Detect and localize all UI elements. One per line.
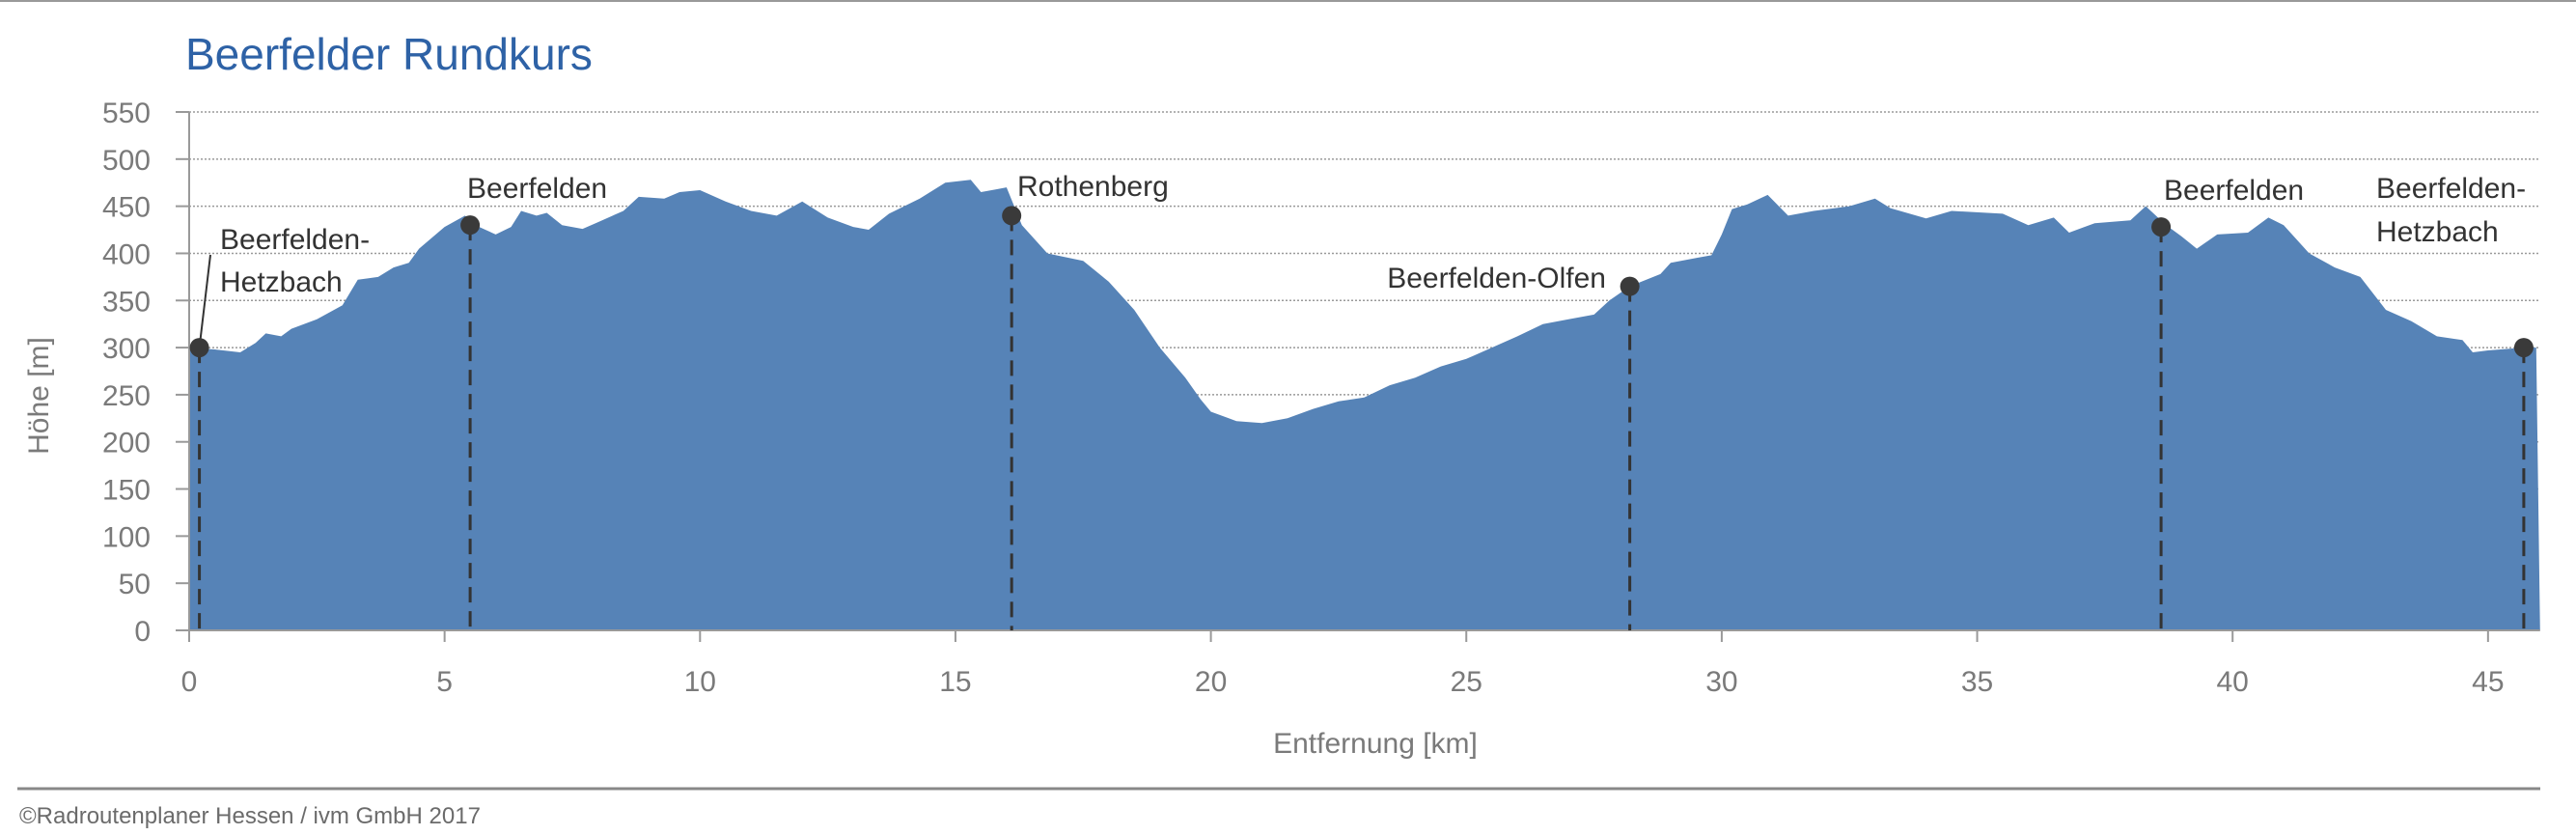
x-tick-label: 10 bbox=[684, 666, 716, 698]
y-tick-label: 150 bbox=[102, 475, 151, 507]
marker-label: Hetzbach bbox=[2376, 216, 2499, 248]
y-tick-label: 0 bbox=[134, 616, 151, 648]
y-tick-label: 50 bbox=[119, 569, 151, 600]
marker-label: Hetzbach bbox=[220, 266, 343, 298]
marker-dot bbox=[2513, 338, 2534, 358]
marker-dot bbox=[1002, 206, 1022, 226]
x-tick-label: 35 bbox=[1961, 666, 1993, 698]
marker-label: Beerfelden- bbox=[220, 224, 370, 256]
marker-leader-line bbox=[198, 254, 211, 348]
x-tick-label: 20 bbox=[1195, 666, 1227, 698]
y-tick-label: 400 bbox=[102, 238, 151, 270]
y-tick-label: 500 bbox=[102, 145, 151, 177]
x-tick-label: 40 bbox=[2217, 666, 2249, 698]
marker-label: Beerfelden bbox=[467, 173, 607, 205]
y-axis-label: Höhe [m] bbox=[23, 337, 55, 455]
marker-label: Beerfelden bbox=[2164, 175, 2304, 207]
markers: Beerfelden- Hetzbach Beerfelden Rothenberg B… bbox=[189, 171, 2534, 630]
marker-dot bbox=[460, 215, 481, 236]
x-tick-label: 5 bbox=[436, 666, 453, 698]
marker-dot bbox=[189, 338, 209, 358]
y-tick-label: 450 bbox=[102, 192, 151, 224]
x-tick-label: 15 bbox=[939, 666, 971, 698]
x-tick-label: 0 bbox=[181, 666, 198, 698]
x-tick-label: 30 bbox=[1705, 666, 1737, 698]
y-tick-label: 250 bbox=[102, 380, 151, 412]
x-tick-label: 25 bbox=[1451, 666, 1482, 698]
chart-title: Beerfelder Rundkurs bbox=[185, 29, 593, 79]
elevation-area bbox=[189, 180, 2540, 631]
y-tick-label: 350 bbox=[102, 286, 151, 318]
x-tick-label: 45 bbox=[2472, 666, 2504, 698]
y-tick-label: 300 bbox=[102, 333, 151, 365]
copyright-footer: ©Radroutenplaner Hessen / ivm GmbH 2017 bbox=[19, 803, 481, 829]
marker-dot bbox=[1620, 276, 1640, 296]
marker-label: Rothenberg bbox=[1017, 171, 1169, 203]
marker-label: Beerfelden- bbox=[2376, 173, 2526, 205]
y-tick-label: 550 bbox=[102, 97, 151, 129]
x-axis-label: Entfernung [km] bbox=[1273, 728, 1478, 760]
marker-dot bbox=[2151, 217, 2172, 237]
y-tick-label: 100 bbox=[102, 521, 151, 553]
y-tick-label: 200 bbox=[102, 428, 151, 459]
axes: 0 50 100 150 200 250 300 350 400 450 500 550 0 5 10 15 2… bbox=[102, 97, 2540, 698]
marker-label: Beerfelden-Olfen bbox=[1387, 263, 1606, 294]
